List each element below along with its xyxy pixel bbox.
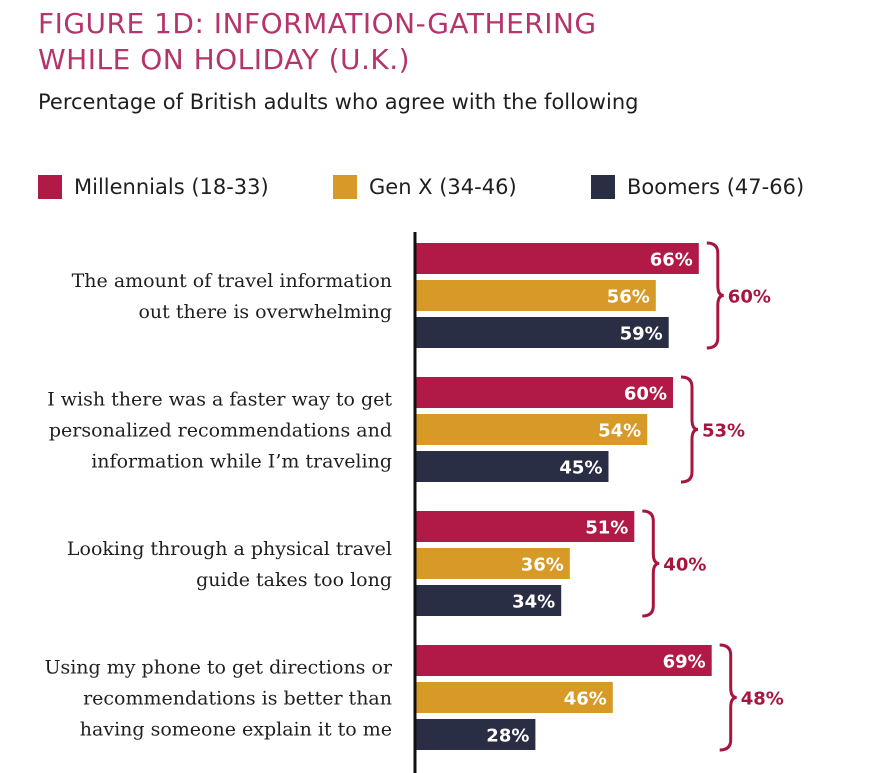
overall-value-label: 40%	[663, 555, 706, 576]
category-label: having someone explain it to me	[80, 719, 392, 741]
bar-value-label: 45%	[559, 458, 602, 479]
legend-swatch-genx	[333, 175, 357, 199]
legend-label-millennials: Millennials (18-33)	[74, 175, 269, 199]
category-label: out there is overwhelming	[138, 301, 392, 323]
legend-label-genx: Gen X (34-46)	[369, 175, 517, 199]
bar	[415, 243, 699, 274]
bar-value-label: 60%	[624, 384, 667, 405]
bar-value-label: 56%	[607, 287, 650, 308]
bar-value-label: 66%	[650, 250, 693, 271]
bar-value-label: 46%	[564, 689, 607, 710]
legend-swatch-millennials	[38, 175, 62, 199]
bar	[415, 548, 570, 579]
legend-label-boomers: Boomers (47-66)	[627, 175, 805, 199]
bar-value-label: 59%	[620, 324, 663, 345]
bar-value-label: 51%	[585, 518, 628, 539]
group-bracket	[706, 241, 724, 350]
overall-value-label: 53%	[702, 421, 745, 442]
category-label: Looking through a physical travel	[67, 538, 392, 560]
bar	[415, 511, 635, 542]
overall-value-label: 48%	[741, 689, 784, 710]
bar	[415, 414, 648, 445]
bar-value-label: 34%	[512, 592, 555, 613]
chart-title-line-2: WHILE ON HOLIDAY (U.K.)	[38, 43, 411, 76]
legend-swatch-boomers	[591, 175, 615, 199]
chart-title: FIGURE 1D: INFORMATION-GATHERING WHILE O…	[38, 6, 597, 78]
category-label: recommendations is better than	[83, 688, 392, 710]
category-label: personalized recommendations and	[49, 420, 392, 442]
bar-value-label: 36%	[521, 555, 564, 576]
category-label: guide takes too long	[196, 569, 392, 591]
bar	[415, 377, 673, 408]
group-bracket	[680, 375, 699, 484]
category-label: The amount of travel information	[72, 270, 392, 292]
category-label: information while I’m traveling	[91, 451, 392, 473]
bar	[415, 645, 712, 676]
category-label: Using my phone to get directions or	[44, 657, 392, 679]
bar	[415, 719, 536, 750]
group-bracket	[719, 643, 737, 752]
group-bracket	[642, 509, 660, 618]
chart-subtitle: Percentage of British adults who agree w…	[38, 90, 639, 114]
bar-value-label: 69%	[663, 652, 706, 673]
category-label: I wish there was a faster way to get	[47, 389, 392, 411]
bar	[415, 317, 669, 348]
bar	[415, 280, 656, 311]
bar-value-label: 54%	[598, 421, 641, 442]
chart-title-line-1: FIGURE 1D: INFORMATION-GATHERING	[38, 7, 597, 40]
overall-value-label: 60%	[728, 287, 771, 308]
bar	[415, 451, 609, 482]
bar	[415, 585, 562, 616]
bar	[415, 682, 613, 713]
bar-value-label: 28%	[486, 726, 529, 747]
